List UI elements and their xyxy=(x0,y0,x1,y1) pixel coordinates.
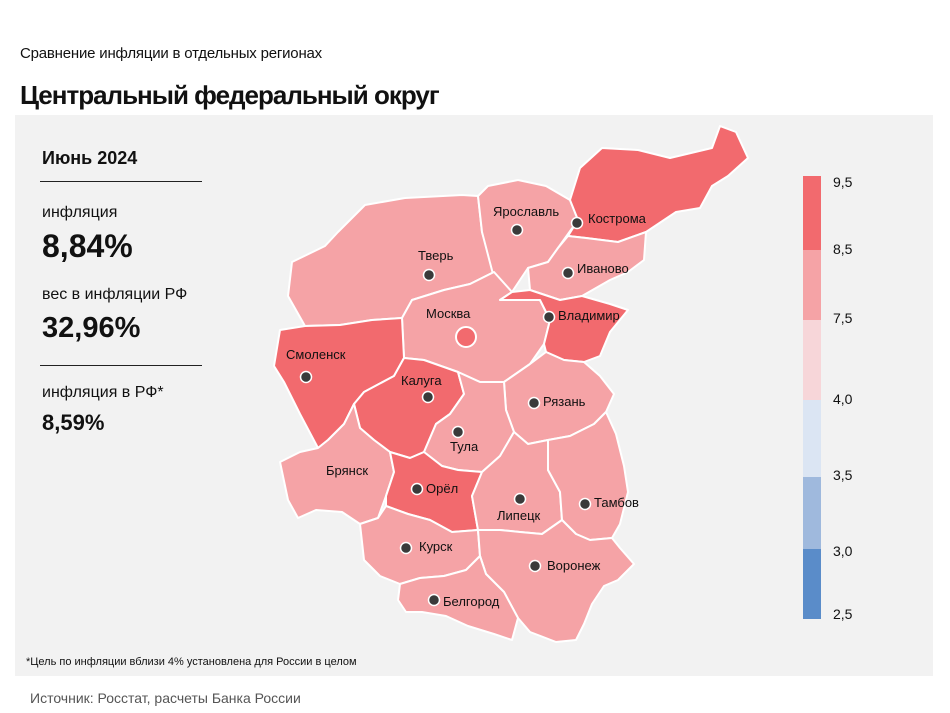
region-belgorod[interactable] xyxy=(397,555,519,641)
city-dot-vladimir xyxy=(542,310,556,324)
region-label: Ярославль xyxy=(493,204,559,219)
region-label: Тамбов xyxy=(594,495,639,510)
region-label: Смоленск xyxy=(286,347,346,362)
weight-value: 32,96% xyxy=(42,312,141,344)
city-dot-belgorod xyxy=(427,593,441,607)
rf-inflation-value: 8,59% xyxy=(42,410,105,435)
legend-band-lower xyxy=(803,400,821,477)
region-label: Москва xyxy=(426,306,471,321)
city-dot-smolensk xyxy=(299,370,313,384)
period-label: Июнь 2024 xyxy=(42,148,138,168)
city-dot-orel xyxy=(410,482,424,496)
legend-tick: 2,5 xyxy=(833,606,853,622)
legend-band-mid xyxy=(803,320,821,400)
inflation-value: 8,84% xyxy=(42,228,133,264)
region-label: Рязань xyxy=(543,394,586,409)
city-dot-yaroslavl xyxy=(510,223,524,237)
region-label: Иваново xyxy=(577,261,629,276)
city-dot-kaluga xyxy=(421,390,435,404)
city-dot-kostroma xyxy=(570,216,584,230)
legend-band-high xyxy=(803,176,821,250)
city-dot-voronezh xyxy=(528,559,542,573)
city-dot-tver xyxy=(422,268,436,282)
region-label: Липецк xyxy=(497,508,541,523)
legend-band-lowest xyxy=(803,549,821,619)
legend-tick: 4,0 xyxy=(833,391,853,407)
city-dot-kursk xyxy=(399,541,413,555)
rf-inflation-label: инфляция в РФ* xyxy=(42,384,164,401)
region-label: Воронеж xyxy=(547,558,601,573)
legend-tick: 8,5 xyxy=(833,241,853,257)
legend-band-low xyxy=(803,477,821,549)
legend-tick: 3,0 xyxy=(833,543,853,559)
region-label: Владимир xyxy=(558,308,620,323)
legend-band-upper xyxy=(803,250,821,320)
divider xyxy=(40,365,202,366)
region-label: Кострома xyxy=(588,211,647,226)
region-vladimir[interactable] xyxy=(499,289,629,363)
legend-tick: 7,5 xyxy=(833,310,853,326)
region-label: Брянск xyxy=(326,463,368,478)
city-dot-lipetsk xyxy=(513,492,527,506)
region-label: Тула xyxy=(450,439,479,454)
city-dot-moscow xyxy=(455,326,477,348)
divider xyxy=(40,181,202,182)
region-label: Калуга xyxy=(401,373,442,388)
footnote: *Цель по инфляции вблизи 4% установлена … xyxy=(26,656,357,668)
region-label: Тверь xyxy=(418,248,454,263)
weight-label: вес в инфляции РФ xyxy=(42,286,188,303)
region-tambov[interactable] xyxy=(547,411,629,541)
chart-title: Центральный федеральный округ xyxy=(20,80,440,110)
region-label: Орёл xyxy=(426,481,458,496)
legend-tick: 3,5 xyxy=(833,467,853,483)
region-label: Курск xyxy=(419,539,453,554)
city-dot-ivanovo xyxy=(561,266,575,280)
city-dot-ryazan xyxy=(527,396,541,410)
inflation-label: инфляция xyxy=(42,204,118,221)
city-dot-tula xyxy=(451,425,465,439)
city-dot-tambov xyxy=(578,497,592,511)
chart-subtitle: Сравнение инфляции в отдельных регионах xyxy=(20,45,322,62)
source-note: Источник: Росстат, расчеты Банка России xyxy=(30,690,301,706)
region-label: Белгород xyxy=(443,594,500,609)
legend-tick: 9,5 xyxy=(833,174,853,190)
